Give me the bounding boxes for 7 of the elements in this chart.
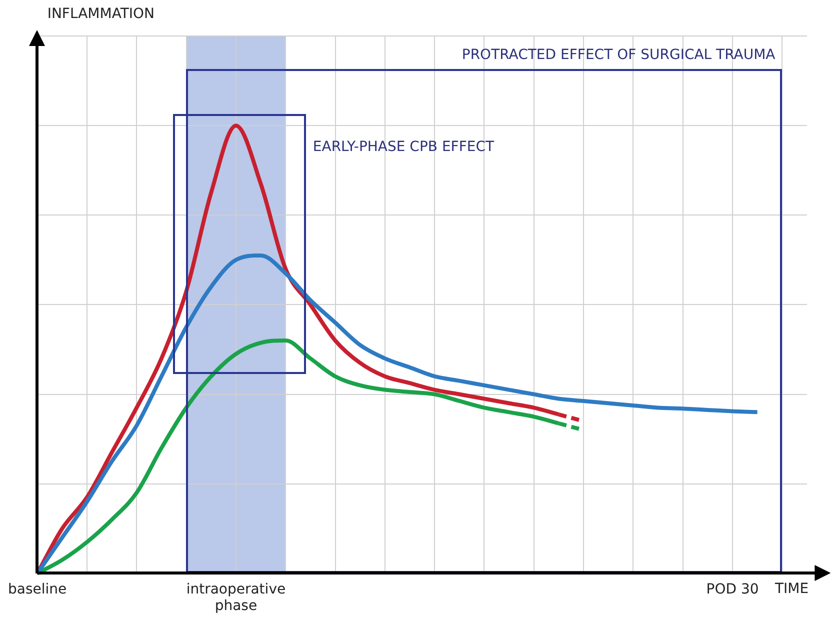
annotation: EARLY-PHASE CPB EFFECT <box>312 139 494 155</box>
x-tick-label: POD 30 <box>706 581 759 598</box>
x-tick-label: intraoperative phase <box>186 581 286 614</box>
x-tick-label: baseline <box>8 581 67 598</box>
text: PROTRACTED EFFECT OF SURGICAL TRAUMA <box>462 47 776 64</box>
text: INFLAMMATION <box>47 6 154 22</box>
x-axis-title: TIME <box>775 581 809 598</box>
